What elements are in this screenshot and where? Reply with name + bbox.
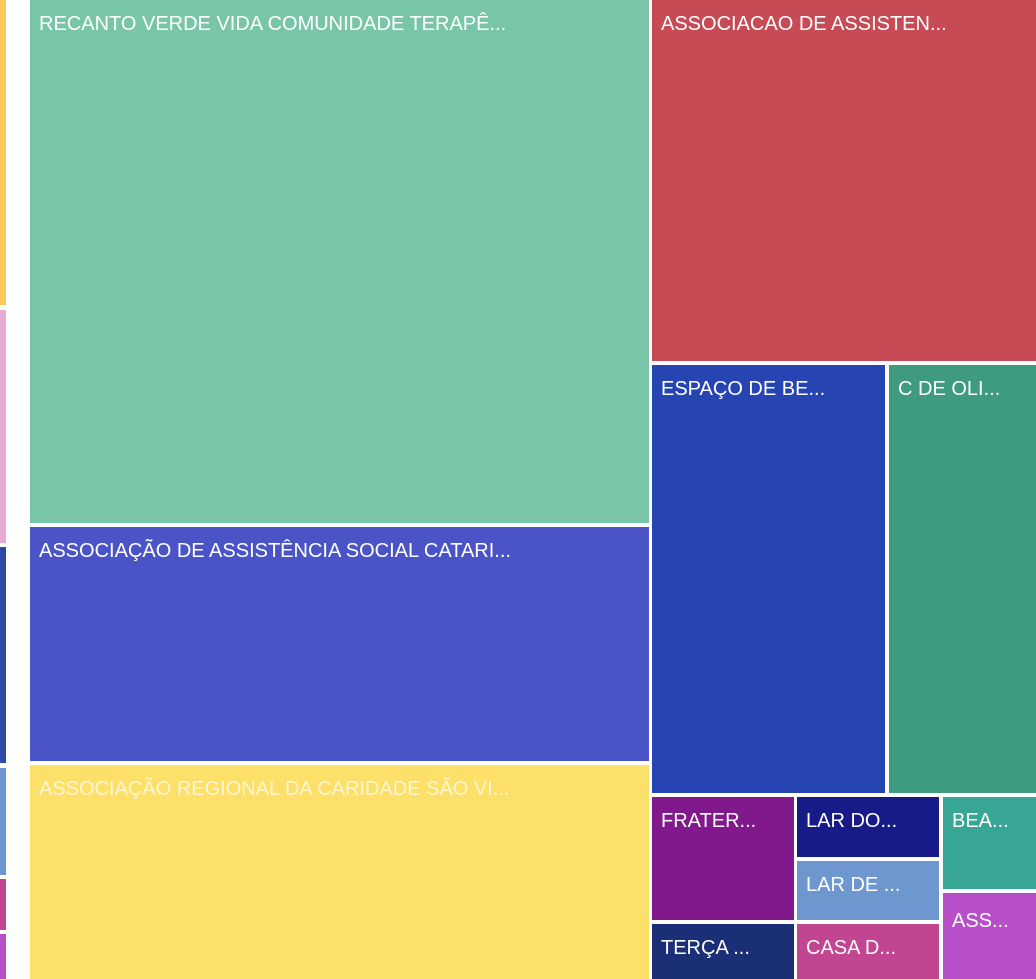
tile-label: ASSOCIAÇÃO REGIONAL DA CARIDADE SÃO VI..… [39,776,510,800]
tile[interactable] [652,0,1036,361]
tile[interactable] [943,893,1036,979]
tile[interactable] [797,797,939,857]
tile[interactable] [652,924,794,979]
tile-label: FRATER... [661,810,756,832]
tile[interactable] [30,0,649,523]
tile-label: RECANTO VERDE VIDA COMUNIDADE TERAPÊ... [39,12,506,35]
edge-tile [0,879,6,930]
tile-label: C DE OLI... [898,378,1000,400]
tile-label: ASSOCIAÇÃO DE ASSISTÊNCIA SOCIAL CATARI.… [39,538,511,562]
tile-label: ASS... [952,910,1009,932]
tile-label: ESPAÇO DE BE... [661,378,825,400]
edge-tile [0,547,6,763]
edge-tile [0,310,6,543]
edge-tile [0,0,6,305]
tile[interactable] [943,797,1036,889]
tile[interactable] [797,861,939,920]
edge-tile [0,768,6,875]
tile-label: CASA D... [806,937,896,959]
tile[interactable] [30,765,649,979]
tile[interactable] [889,365,1036,793]
tile-label: ASSOCIACAO DE ASSISTEN... [661,13,947,35]
tile[interactable] [652,365,885,793]
edge-tile [0,934,6,979]
tile[interactable] [652,797,794,920]
tile[interactable] [797,924,939,979]
tile-label: TERÇA ... [661,937,750,959]
tile-label: LAR DO... [806,810,897,832]
tile-label: LAR DE ... [806,874,900,896]
tile[interactable] [30,527,649,761]
tile-label: BEA... [952,810,1009,832]
